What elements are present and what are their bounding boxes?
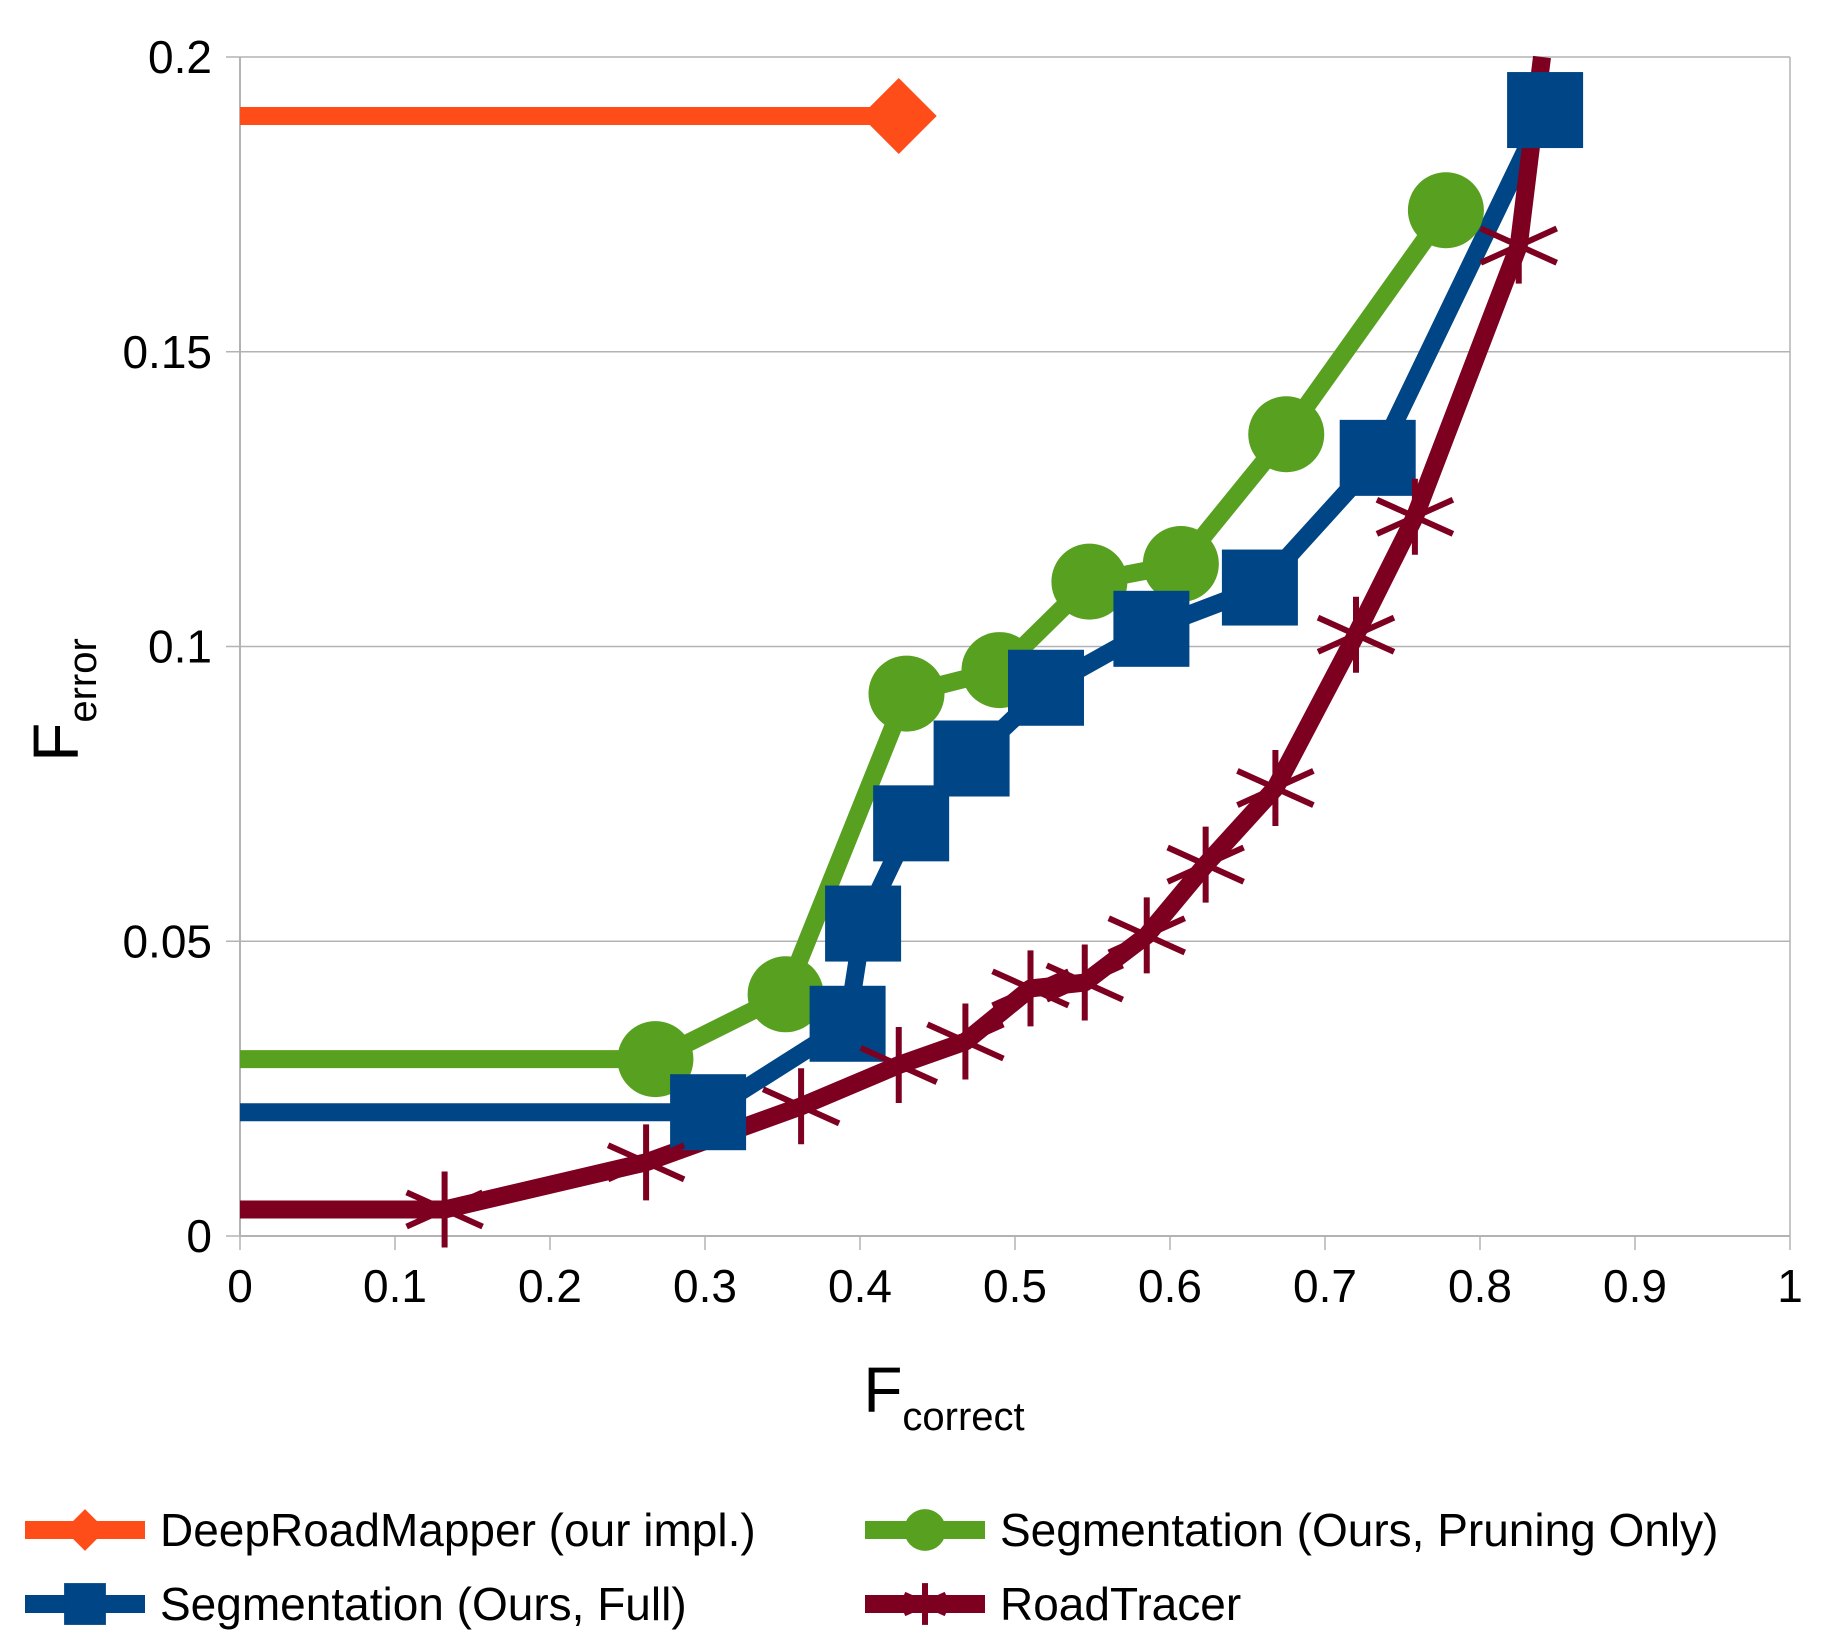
data-point [1407, 172, 1484, 249]
x-axis-label-main: F [863, 1354, 902, 1426]
data-point [873, 785, 950, 862]
data-point [405, 1171, 484, 1248]
y-tick-label: 0.2 [148, 31, 212, 83]
data-point [1113, 590, 1190, 667]
data-point [1045, 944, 1124, 1021]
legend-label: RoadTracer [1000, 1578, 1241, 1630]
legend-label: Segmentation (Ours, Pruning Only) [1000, 1504, 1718, 1556]
data-point [1479, 207, 1558, 284]
data-point [1221, 549, 1298, 626]
y-tick-label: 0 [186, 1210, 212, 1262]
data-point [991, 950, 1070, 1027]
data-point [1248, 396, 1325, 473]
legend-item: Segmentation (Ours, Full) [25, 1578, 687, 1630]
x-axis-label: Fcorrect [863, 1354, 1024, 1439]
x-tick-label: 0.1 [363, 1260, 427, 1312]
axes [239, 57, 1791, 1250]
x-tick-label: 0.7 [1293, 1260, 1357, 1312]
x-tick-label: 0 [227, 1260, 253, 1312]
legend-swatch-marker [64, 1509, 106, 1551]
data-point [606, 1124, 686, 1201]
x-tick-label: 1 [1777, 1260, 1803, 1312]
y-tick-label: 0.1 [148, 621, 212, 673]
data-point [933, 720, 1010, 797]
data-point [1008, 649, 1084, 726]
y-axis-label: Ferror [20, 638, 105, 762]
legend-swatch-marker [904, 1509, 946, 1551]
x-axis-label-sub: correct [902, 1395, 1024, 1439]
data-point [1236, 749, 1315, 826]
x-tick-label: 0.6 [1138, 1260, 1202, 1312]
data-point [1142, 525, 1219, 602]
y-tick-label: 0.15 [122, 326, 212, 378]
x-tick-label: 0.3 [673, 1260, 737, 1312]
x-tick-label: 0.5 [983, 1260, 1047, 1312]
series-markers [405, 72, 1584, 1248]
legend-item: Segmentation (Ours, Pruning Only) [865, 1504, 1718, 1556]
legend: DeepRoadMapper (our impl.) Segmentation (… [25, 1504, 1718, 1630]
data-point [1316, 596, 1396, 673]
data-point [1375, 478, 1455, 555]
data-point [868, 655, 945, 732]
y-tick-labels: 0 0.05 0.1 0.15 0.2 [122, 31, 212, 1262]
x-tick-label: 0.8 [1448, 1260, 1512, 1312]
x-tick-labels: 0 0.1 0.2 0.3 0.4 0.5 0.6 0.7 0.8 0.9 1 [227, 1260, 1803, 1312]
data-point [1051, 543, 1128, 620]
y-axis-label-sub: error [61, 638, 105, 722]
legend-label: DeepRoadMapper (our impl.) [160, 1504, 756, 1556]
data-point [670, 1074, 747, 1151]
legend-item: RoadTracer [865, 1578, 1241, 1630]
legend-swatch-marker [64, 1583, 106, 1625]
data-point [1339, 419, 1416, 496]
data-point [1166, 826, 1245, 903]
data-point [926, 1003, 1005, 1080]
data-point [761, 1068, 841, 1145]
data-point [860, 77, 937, 154]
data-point [1507, 72, 1584, 149]
legend-item: DeepRoadMapper (our impl.) [25, 1504, 756, 1556]
x-tick-label: 0.9 [1603, 1260, 1667, 1312]
y-tick-label: 0.05 [122, 915, 212, 967]
x-tick-label: 0.2 [518, 1260, 582, 1312]
y-axis-label-main: F [20, 723, 92, 762]
data-point [825, 885, 902, 962]
data-point [859, 1027, 938, 1104]
legend-swatch-marker [902, 1583, 948, 1625]
series-line-2 [240, 106, 1554, 1122]
x-tick-label: 0.4 [828, 1260, 892, 1312]
data-point [809, 985, 886, 1062]
data-point [1107, 897, 1186, 974]
data-point [747, 956, 824, 1033]
legend-label: Segmentation (Ours, Full) [160, 1578, 687, 1630]
